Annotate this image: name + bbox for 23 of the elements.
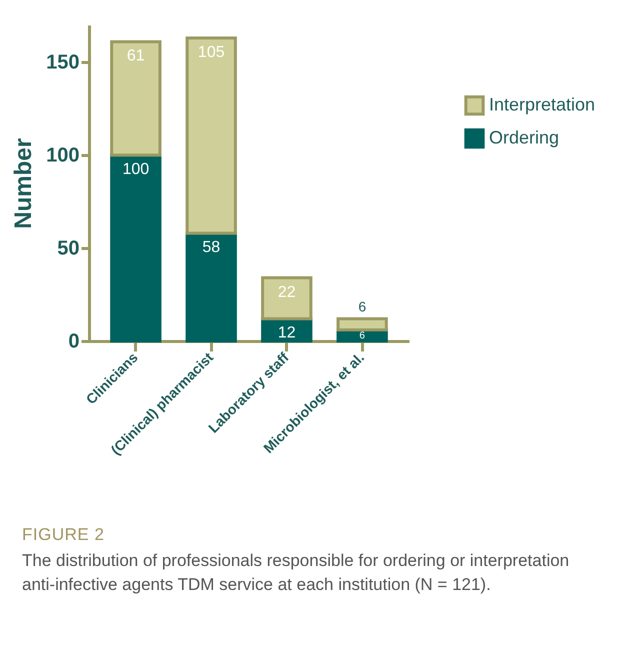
y-tick-label: 100 (46, 144, 80, 167)
y-tick-label: 50 (57, 238, 80, 260)
data-label: 6 (358, 298, 366, 315)
data-label: 105 (198, 44, 225, 62)
data-label: 58 (202, 239, 220, 256)
y-tick-label: 0 (68, 330, 80, 352)
y-tick-label: 150 (46, 52, 80, 74)
data-label: 22 (278, 284, 296, 301)
bar (110, 154, 162, 342)
data-label: 100 (122, 161, 150, 178)
bar (261, 276, 312, 320)
text: The distribution of professionals responsible for ordering or interpretation anti-infective agents TDM service at each institution (N = 121). (22, 550, 570, 596)
text: FIGURE 2 (22, 525, 106, 545)
bar (186, 232, 237, 342)
data-label: 61 (126, 48, 145, 65)
bar (336, 317, 388, 332)
data-label: 12 (278, 324, 296, 342)
data-label: 6 (359, 330, 366, 342)
legend-label: Ordering (489, 128, 560, 148)
bar (186, 36, 237, 235)
bar (110, 40, 162, 157)
legend-label: Interpretation (489, 94, 596, 114)
y-axis-title: Number (10, 138, 38, 229)
